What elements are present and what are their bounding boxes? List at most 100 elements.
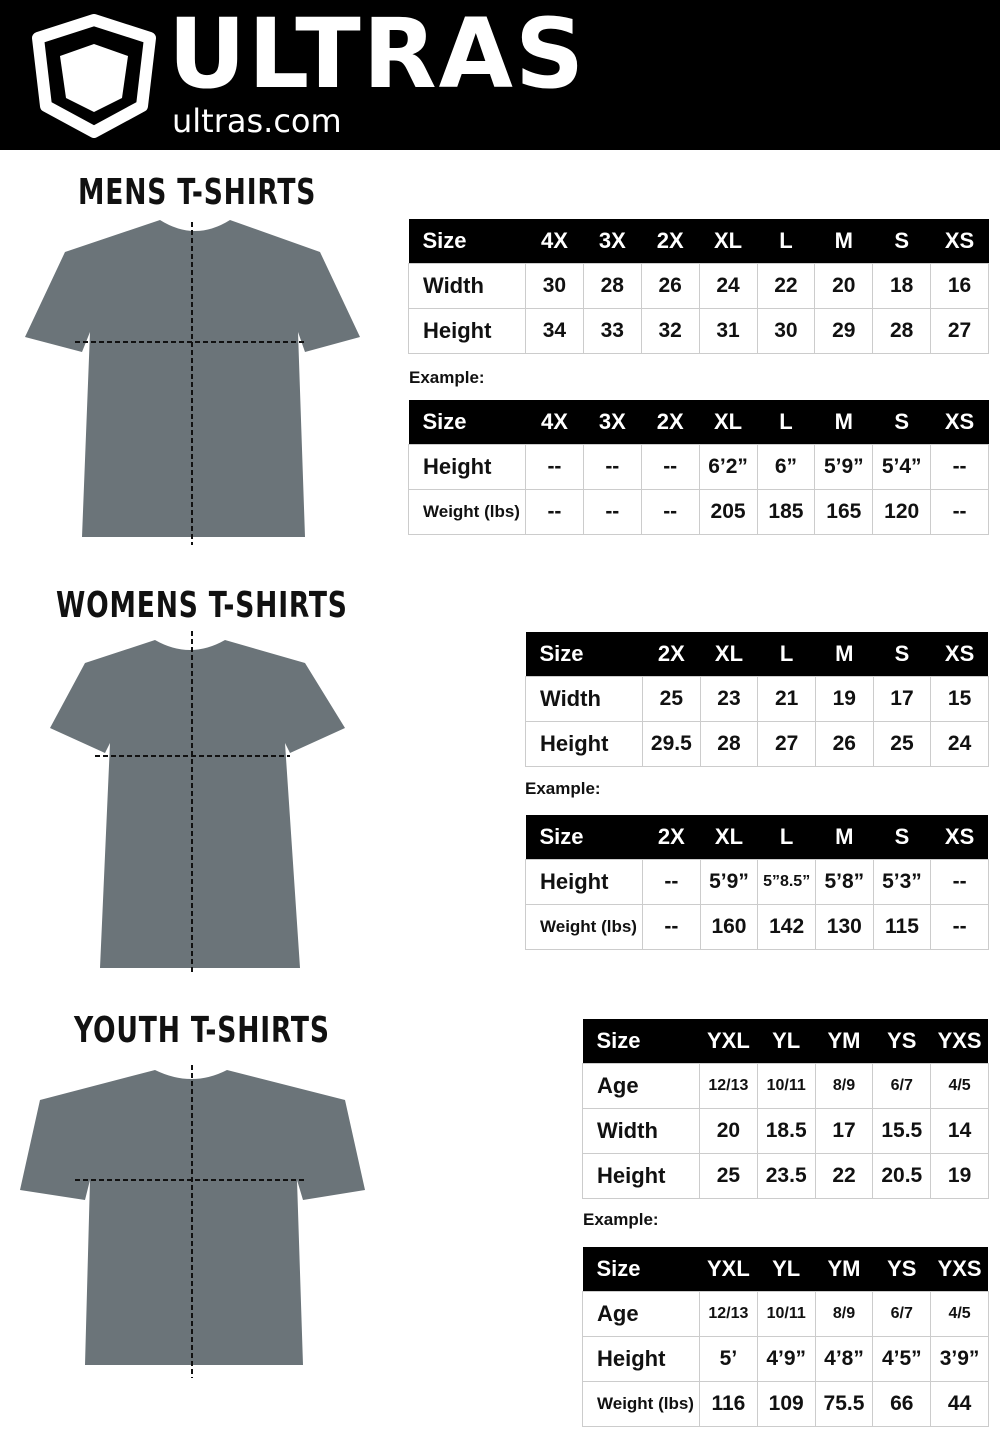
table-cell: 44	[930, 1380, 989, 1427]
table-cell: 34	[525, 307, 584, 354]
row-label: Weight (lbs)	[525, 903, 643, 950]
table-cell: 32	[640, 307, 700, 354]
table-cell: 28	[582, 262, 642, 309]
table-cell: 109	[756, 1380, 816, 1427]
header-row: Size 4X 3X 2X XL L M S XS	[408, 219, 989, 263]
column-header: YM	[815, 1019, 873, 1063]
column-header: YXL	[699, 1019, 758, 1063]
column-header: Size	[525, 632, 643, 676]
column-header: XS	[930, 815, 989, 859]
womens-measurement-table: Size 2X XL L M S XS Width 25 23 21 19 17 15 Height 29.5…	[525, 632, 989, 767]
youth-example-label: Example:	[583, 1210, 659, 1229]
table-cell: 5’	[699, 1335, 758, 1382]
table-row: Height 25 23.5 22 20.5 19	[582, 1152, 989, 1199]
table-cell: 5’4”	[872, 443, 932, 490]
table-cell: 26	[814, 720, 874, 767]
table-row: Width 20 18.5 17 15.5 14	[582, 1107, 989, 1154]
column-header: 2X	[641, 400, 700, 444]
table-cell: 20	[814, 262, 874, 309]
table-cell: 20	[699, 1107, 758, 1154]
table-row: Height 29.5 28 27 26 25 24	[525, 720, 989, 767]
header-row: Size 2X XL L M S XS	[525, 632, 989, 676]
table-cell: --	[642, 858, 701, 905]
column-header: M	[814, 219, 873, 263]
table-cell: --	[582, 443, 642, 490]
column-header: XL	[699, 400, 757, 444]
column-header: L	[757, 400, 815, 444]
table-cell: 5”8.5”	[757, 858, 816, 905]
table-cell: 21	[757, 675, 816, 722]
column-header: L	[757, 815, 816, 859]
womens-example-label: Example:	[525, 779, 601, 798]
mens-example-label: Example:	[409, 368, 485, 387]
column-header: M	[814, 400, 873, 444]
table-cell: 75.5	[814, 1380, 874, 1427]
table-cell: 23.5	[756, 1152, 816, 1199]
table-cell: 30	[525, 262, 584, 309]
table-cell: 6’2”	[698, 443, 758, 490]
table-cell: 66	[872, 1380, 932, 1427]
table-cell: 20.5	[872, 1152, 932, 1199]
table-cell: --	[640, 443, 700, 490]
table-cell: --	[930, 903, 989, 950]
column-header: S	[872, 219, 931, 263]
table-cell: --	[930, 488, 989, 535]
row-label: Height	[525, 858, 643, 905]
youth-example-table: Size YXL YL YM YS YXS Age 12/13 10/11 8/9 6/7 4/5 He…	[582, 1247, 989, 1427]
table-row: Height -- -- -- 6’2” 6” 5’9” 5’4” --	[408, 443, 989, 490]
table-cell: 10/11	[756, 1062, 816, 1109]
column-header: Size	[408, 400, 526, 444]
table-cell: 31	[698, 307, 758, 354]
table-cell: 6”	[756, 443, 816, 490]
column-header: S	[872, 400, 931, 444]
table-cell: 116	[699, 1380, 758, 1427]
table-cell: 29	[814, 307, 874, 354]
table-cell: --	[525, 443, 584, 490]
column-header: YL	[757, 1019, 816, 1063]
table-cell: 4’9”	[756, 1335, 816, 1382]
table-cell: 25	[872, 720, 932, 767]
table-cell: 5’8”	[814, 858, 874, 905]
table-cell: 25	[642, 675, 701, 722]
row-label: Height	[408, 307, 526, 354]
column-header: S	[873, 632, 931, 676]
column-header: Size	[582, 1019, 700, 1063]
table-cell: 4/5	[930, 1062, 989, 1109]
row-label: Width	[525, 675, 643, 722]
header-row: Size 4X 3X 2X XL L M S XS	[408, 400, 989, 444]
table-cell: 4/5	[930, 1290, 989, 1337]
column-header: 4X	[525, 400, 584, 444]
row-label: Weight (lbs)	[582, 1380, 700, 1427]
column-header: 2X	[642, 632, 701, 676]
table-cell: 29.5	[642, 720, 701, 767]
table-cell: --	[930, 443, 989, 490]
table-cell: 5’3”	[872, 858, 932, 905]
table-cell: 130	[814, 903, 874, 950]
table-cell: --	[582, 488, 642, 535]
table-cell: 4’5”	[872, 1335, 932, 1382]
column-header: 2X	[641, 219, 700, 263]
table-cell: --	[640, 488, 700, 535]
mens-shirt-diagram	[25, 220, 360, 545]
column-header: Size	[582, 1247, 700, 1291]
table-cell: 22	[814, 1152, 874, 1199]
table-cell: 15.5	[872, 1107, 932, 1154]
mens-measurement-table: Size 4X 3X 2X XL L M S XS Width 30 28 26 24 22 20 18 16 He…	[408, 219, 989, 354]
table-cell: 25	[699, 1152, 758, 1199]
table-cell: 22	[756, 262, 816, 309]
column-header: 3X	[583, 219, 642, 263]
row-label: Height	[525, 720, 643, 767]
table-cell: 27	[930, 307, 989, 354]
column-header: L	[757, 219, 815, 263]
table-cell: 4’8”	[814, 1335, 874, 1382]
column-header: YXS	[930, 1019, 989, 1063]
table-row: Height 5’ 4’9” 4’8” 4’5” 3’9”	[582, 1335, 989, 1382]
table-cell: 30	[756, 307, 816, 354]
table-cell: 17	[872, 675, 932, 722]
row-label: Width	[408, 262, 526, 309]
row-label: Weight (lbs)	[408, 488, 526, 535]
shield-logo-icon	[32, 14, 156, 138]
row-label: Height	[408, 443, 526, 490]
table-cell: 8/9	[814, 1062, 874, 1109]
table-row: Weight (lbs) -- 160 142 130 115 --	[525, 903, 989, 950]
